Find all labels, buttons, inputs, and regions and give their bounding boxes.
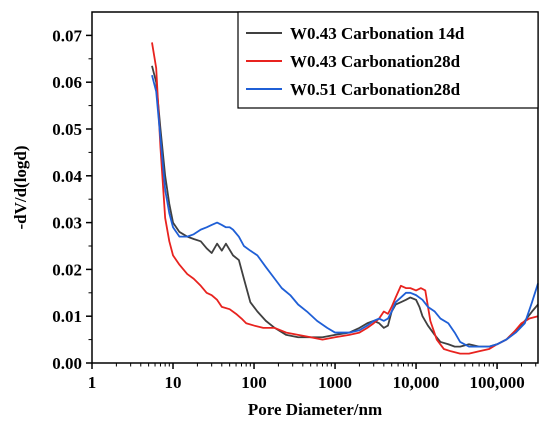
y-axis-title: -dV/d(logd) — [11, 145, 30, 229]
y-tick-label: 0.04 — [52, 167, 82, 186]
y-tick-label: 0.07 — [52, 26, 82, 45]
legend-label-3: W0.51 Carbonation28d — [290, 80, 461, 99]
y-tick-label: 0.06 — [52, 73, 82, 92]
axes-layer: 1 10 100 1000 10,000 100,000 0.00 0.01 0.02 0.03 0… — [52, 11, 539, 392]
legend-label-2: W0.43 Carbonation28d — [290, 52, 461, 71]
y-tick-label: 0.01 — [52, 307, 82, 326]
legend-label-1: W0.43 Carbonation 14d — [290, 24, 465, 43]
x-tick-label: 10 — [165, 373, 182, 392]
x-axis-title: Pore Diameter/nm — [248, 400, 382, 419]
y-tick-label: 0.02 — [52, 260, 82, 279]
x-tick-label: 100 — [241, 373, 267, 392]
y-tick-label: 0.05 — [52, 120, 82, 139]
y-tick-label: 0.03 — [52, 214, 82, 233]
x-tick-label: 1000 — [318, 373, 352, 392]
series-line-2 — [151, 42, 539, 355]
series-layer — [151, 42, 539, 355]
x-tick-label: 10,000 — [393, 373, 440, 392]
y-tick-label: 0.00 — [52, 354, 82, 373]
legend-box — [237, 11, 539, 109]
legend: W0.43 Carbonation 14d W0.43 Carbonation28… — [237, 11, 539, 109]
series-line-1 — [151, 65, 539, 348]
series-line-3 — [151, 74, 539, 348]
x-tick-label: 1 — [88, 373, 97, 392]
x-tick-label: 100,000 — [469, 373, 524, 392]
